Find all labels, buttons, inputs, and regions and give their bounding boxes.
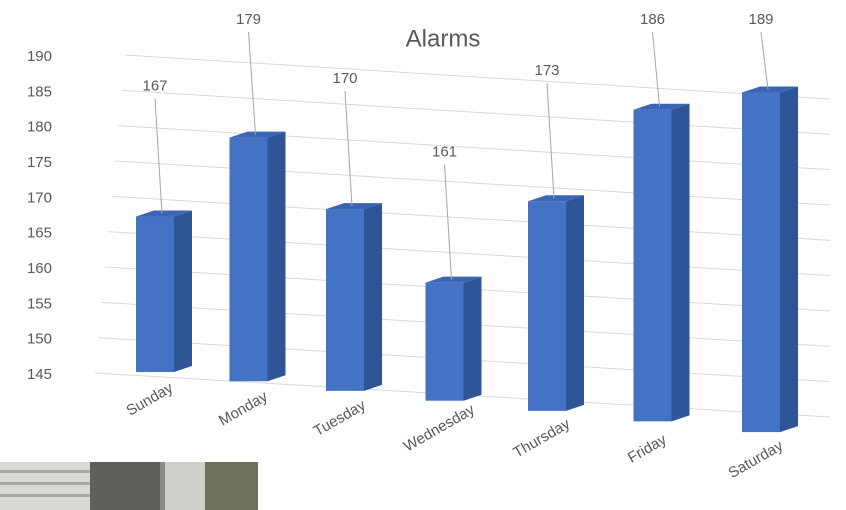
bar-side [780, 86, 798, 433]
data-label: 179 [236, 11, 261, 28]
bar-side [463, 276, 482, 401]
leader-line [344, 91, 353, 207]
y-tick-label: 190 [27, 48, 52, 65]
y-tick-label: 150 [27, 331, 52, 348]
leader-line [154, 98, 163, 214]
bar-top [742, 86, 798, 93]
leader-line [652, 31, 660, 107]
x-tick-label: Monday [216, 388, 271, 430]
y-tick-label: 165 [27, 225, 52, 242]
bar [425, 282, 464, 401]
photo-fragment [0, 462, 258, 510]
bar-side [267, 131, 286, 382]
bar-top [229, 131, 286, 138]
bar [136, 216, 174, 372]
leader-line [546, 83, 555, 199]
grid-line [114, 160, 831, 206]
grid-line [124, 54, 831, 100]
y-tick-label: 185 [27, 83, 52, 100]
leader-line [760, 31, 769, 90]
grid-line [108, 231, 831, 277]
bar [326, 209, 364, 391]
x-tick-label: Thursday [510, 415, 573, 461]
y-tick-label: 155 [27, 295, 52, 312]
bar-side [566, 195, 584, 411]
chart-title: Alarms [406, 25, 481, 52]
bar-top [136, 210, 192, 217]
data-label: 173 [534, 62, 559, 79]
y-tick-label: 160 [27, 260, 52, 277]
bar-top [326, 203, 382, 210]
x-tick-label: Friday [625, 431, 670, 467]
data-label: 161 [432, 144, 457, 161]
bar [528, 201, 566, 411]
y-tick-label: 180 [27, 119, 52, 136]
x-tick-label: Tuesday [311, 397, 369, 440]
data-label: 170 [332, 70, 357, 87]
y-tick-label: 145 [27, 366, 52, 383]
data-label: 186 [640, 11, 665, 28]
bar [229, 137, 268, 382]
leader-line [248, 31, 256, 135]
y-tick-label: 175 [27, 154, 52, 171]
data-label: 189 [748, 11, 773, 28]
bar-top [528, 195, 584, 202]
x-tick-label: Wednesday [401, 401, 478, 455]
grid-line [118, 125, 831, 171]
bar-side [364, 203, 382, 391]
bar [633, 109, 672, 422]
x-tick-label: Saturday [725, 437, 786, 482]
bar-side [174, 210, 192, 372]
grid-line [111, 195, 831, 241]
bar [742, 92, 780, 433]
x-tick-label: Sunday [123, 379, 176, 419]
grid-line [121, 89, 831, 135]
bar-side [671, 103, 690, 422]
bar-top [425, 276, 482, 283]
bar-top [633, 103, 690, 110]
leader-line [444, 164, 452, 280]
data-label: 167 [142, 78, 167, 95]
y-tick-label: 170 [27, 189, 52, 206]
